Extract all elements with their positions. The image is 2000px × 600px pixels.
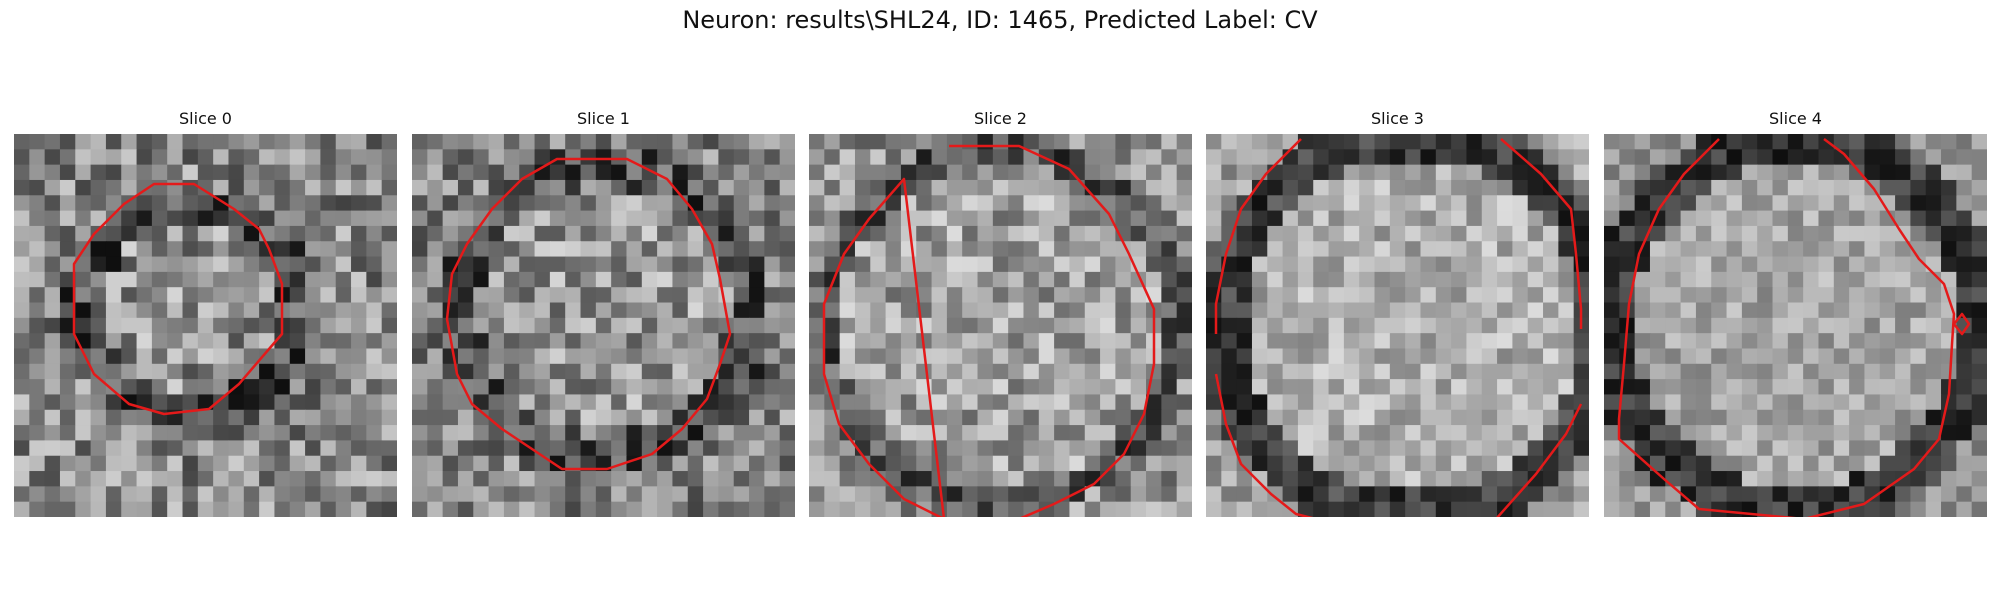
slice-image — [14, 134, 397, 517]
slice-panel-3: Slice 3 — [1206, 108, 1589, 517]
pixel-grid — [809, 134, 1192, 517]
pixel-grid — [1206, 134, 1589, 517]
slice-image — [412, 134, 795, 517]
slice-panel-1: Slice 1 — [412, 108, 795, 517]
contour-line — [72, 182, 284, 416]
contour-line — [1500, 138, 1583, 329]
slice-image — [809, 134, 1192, 517]
contour-line — [445, 157, 732, 471]
contour-line — [1952, 312, 1971, 336]
slice-title: Slice 2 — [974, 109, 1027, 128]
slice-title: Slice 4 — [1769, 109, 1822, 128]
slice-image — [1206, 134, 1589, 517]
figure-title: Neuron: results\SHL24, ID: 1465, Predict… — [682, 6, 1318, 34]
slice-image — [1604, 134, 1987, 517]
pixel-grid — [14, 134, 397, 517]
contour-line — [1214, 373, 1314, 517]
contour-line — [949, 144, 1156, 517]
slice-panel-0: Slice 0 — [14, 108, 397, 517]
slice-title: Slice 0 — [179, 109, 232, 128]
contour-line — [822, 177, 946, 517]
contour-line — [1496, 403, 1583, 517]
contour-line — [1617, 138, 1956, 517]
slice-title: Slice 1 — [577, 109, 630, 128]
pixel-grid — [1604, 134, 1987, 517]
pixel-grid — [412, 134, 795, 517]
slice-panel-4: Slice 4 — [1604, 108, 1987, 517]
slice-panel-2: Slice 2 — [809, 108, 1192, 517]
slice-title: Slice 3 — [1371, 109, 1424, 128]
contour-line — [1214, 138, 1302, 334]
